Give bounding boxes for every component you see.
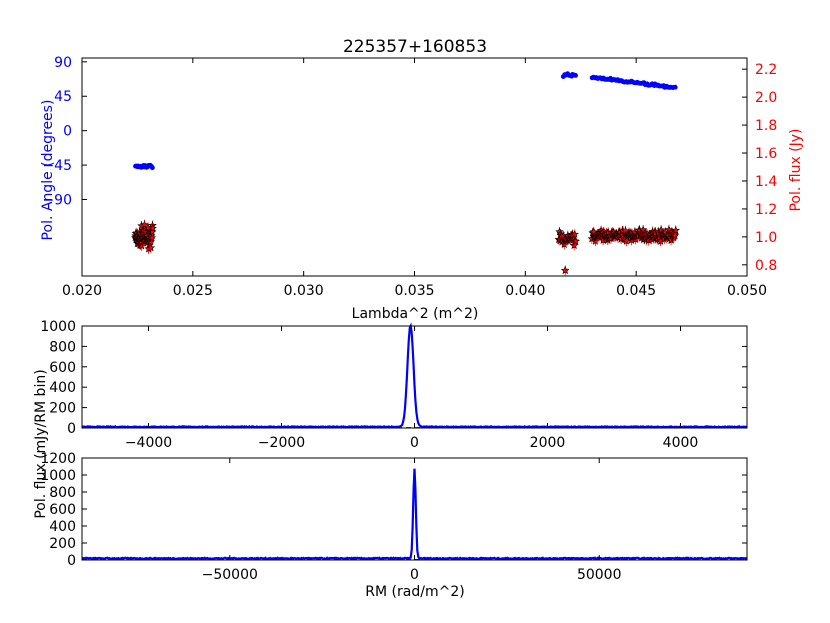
flux-point-247 — [671, 226, 680, 234]
panel-lambda2-marks — [131, 71, 680, 276]
flux-point-62 — [146, 243, 156, 252]
flux-point-50 — [143, 223, 153, 232]
panel-rm-zoom-ticks: −4000 −2000 0 2000 4000 0 200 400 600 800 1000 — [40, 319, 747, 451]
flux-point-69 — [148, 223, 157, 232]
p1-ytick-left-label-1: 45 — [54, 89, 72, 105]
angle-point-93 — [672, 84, 678, 90]
rm-wide-ytick-label-5: 1000 — [40, 468, 76, 484]
p1-ytick-left-label-2: 0 — [63, 124, 72, 140]
rm-zoom-ytick-label-1: 200 — [49, 401, 76, 417]
panel-rm-zoom-marks — [81, 322, 748, 429]
rm-wide-xtick-label-0: −50000 — [202, 567, 258, 583]
p1-xtick-label-6: 0.050 — [727, 283, 767, 299]
flux-point-94 — [569, 241, 579, 250]
rm-wide-ytick-label-4: 800 — [49, 485, 76, 501]
rm-wide-spectrum-line — [81, 468, 748, 561]
panel-lambda2-ticks: 0.020 0.025 0.030 0.035 0.040 0.045 0.050 90 45 0… — [42, 55, 777, 299]
flux-point-95 — [570, 229, 579, 238]
rm-panels-ylabel: Pol. flux (mJy/RM bin) — [33, 369, 49, 518]
p1-ytick-right-label-2: 1.8 — [755, 118, 777, 134]
rm-wide-ytick-label-0: 0 — [67, 553, 76, 569]
rm-wide-ytick-label-2: 400 — [49, 519, 76, 535]
panel-rm-wide-xlabel: RM (rad/m^2) — [365, 584, 464, 600]
p1-ytick-left-label-4: −90 — [42, 193, 72, 209]
flux-outlier-0 — [560, 265, 570, 275]
rm-zoom-ytick-label-5: 1000 — [40, 319, 76, 335]
p1-ytick-left-label-3: −45 — [42, 158, 72, 174]
p1-ytick-right-label-3: 1.6 — [755, 146, 777, 162]
rm-zoom-spectrum-line — [81, 322, 748, 429]
p1-ytick-left-label-0: 90 — [54, 55, 72, 71]
p1-ytick-right-label-6: 1.0 — [755, 230, 777, 246]
p1-xtick-label-5: 0.045 — [616, 283, 656, 299]
rm-zoom-xtick-label-2: 0 — [410, 435, 419, 451]
p1-xtick-label-3: 0.035 — [394, 283, 434, 299]
flux-point-246 — [670, 231, 680, 240]
rm-zoom-xtick-label-4: 4000 — [663, 435, 699, 451]
p1-xtick-label-4: 0.040 — [505, 283, 545, 299]
rm-zoom-xtick-label-1: −2000 — [258, 435, 305, 451]
rm-zoom-ytick-label-4: 800 — [49, 339, 76, 355]
angle-point-23 — [150, 165, 155, 171]
rm-wide-xtick-label-1: 0 — [410, 567, 419, 583]
rm-zoom-ytick-label-2: 400 — [49, 380, 76, 396]
p1-xtick-label-0: 0.020 — [62, 283, 102, 299]
p1-ytick-right-label-7: 0.8 — [755, 258, 777, 274]
chart-title: 225357+160853 — [343, 37, 487, 57]
panel-lambda2-ylabel-right: Pol. flux (Jy) — [788, 128, 804, 211]
rm-wide-ytick-label-1: 200 — [49, 536, 76, 552]
rm-wide-xtick-label-2: 50000 — [577, 567, 622, 583]
flux-point-101 — [589, 227, 598, 236]
panel-lambda2: 0.020 0.025 0.030 0.035 0.040 0.045 0.050 90 45 0… — [40, 55, 804, 322]
p1-ytick-right-label-5: 1.2 — [755, 202, 777, 218]
flux-point-66 — [147, 233, 157, 242]
p1-ytick-right-label-4: 1.4 — [755, 174, 777, 190]
rm-zoom-xtick-label-3: 2000 — [530, 435, 566, 451]
p1-ytick-right-label-1: 2.0 — [755, 90, 777, 106]
p1-xtick-label-2: 0.030 — [284, 283, 324, 299]
panel-rm-wide-marks — [81, 468, 748, 561]
panel-lambda2-xlabel: Lambda^2 (m^2) — [352, 306, 479, 322]
rm-wide-ytick-label-6: 1200 — [40, 451, 76, 467]
panel-rm-zoom: −4000 −2000 0 2000 4000 0 200 400 600 800 1000 — [40, 319, 748, 451]
panel-lambda2-ylabel-left: Pol. Angle (degrees) — [40, 100, 56, 241]
rm-zoom-ytick-label-0: 0 — [67, 421, 76, 437]
flux-point-97 — [571, 236, 580, 245]
rm-wide-ytick-label-3: 600 — [49, 502, 76, 518]
rm-zoom-ytick-label-3: 600 — [49, 360, 76, 376]
p1-ytick-right-label-0: 2.2 — [755, 62, 777, 78]
p1-xtick-label-1: 0.025 — [173, 283, 213, 299]
angle-point-33 — [573, 73, 578, 78]
rm-zoom-xtick-label-0: −4000 — [125, 435, 172, 451]
